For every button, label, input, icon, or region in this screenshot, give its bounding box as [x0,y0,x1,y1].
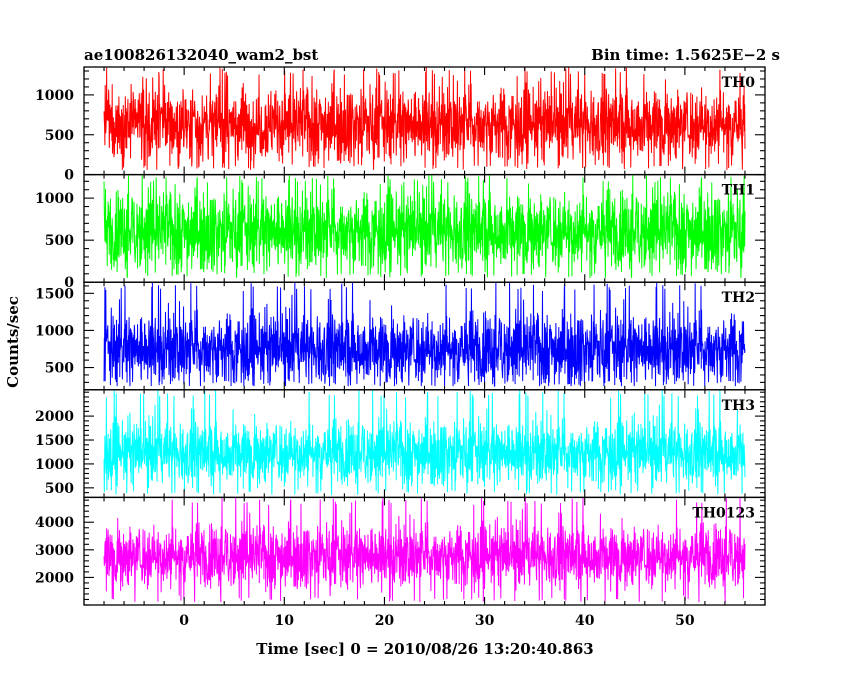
x-tick-label: 10 [275,613,295,629]
x-tick-label: 50 [675,613,695,629]
plot-title: ae100826132040_wam2_bst [84,46,318,64]
panel-th3-ytick-label: 1500 [35,433,74,449]
panel-th2-name: TH2 [722,290,755,306]
bin-time-label: Bin time: 1.5625E−2 s [591,46,780,64]
panel-th0-ytick-label: 0 [64,168,74,184]
panel-th1-ytick-label: 1000 [35,191,74,207]
series-th1-trace [103,174,746,279]
x-axis-label: Time [sec] 0 = 2010/08/26 13:20:40.863 [256,640,593,658]
series-th0123-trace [103,497,746,603]
panel-th3-ytick-label: 1000 [35,457,74,473]
panel-th1-name: TH1 [722,183,755,199]
y-axis-label: Counts/sec [4,296,22,388]
panel-th2-ytick-label: 500 [45,361,74,377]
panel-th0123-ytick-label: 3000 [35,543,74,559]
x-tick-label: 0 [179,613,189,629]
panel-th1-ytick-label: 0 [64,275,74,291]
panel-th0123-ytick-label: 2000 [35,570,74,586]
panel-th0-ytick-label: 500 [45,128,74,144]
series-th0-trace [103,67,746,170]
panel-th0-name: TH0 [722,75,756,91]
panel-th0-ytick-label: 1000 [35,88,74,104]
x-tick-label: 40 [575,613,595,629]
x-tick-label: 20 [375,613,395,629]
panel-th2-ytick-label: 1000 [35,323,74,339]
panel-th3-name: TH3 [722,398,755,414]
panel-th3-ytick-label: 500 [45,481,74,497]
series-th3-trace [103,389,746,495]
series-th2-trace [103,282,746,387]
panel-th0123-name: TH0123 [692,505,755,521]
panel-th2-ytick-label: 1500 [35,286,74,302]
panel-th1-ytick-label: 500 [45,233,74,249]
panel-th3-ytick-label: 2000 [35,409,74,425]
panel-th0123-ytick-label: 4000 [35,515,74,531]
x-tick-label: 30 [475,613,495,629]
panels-group: TH005001000TH105001000TH250010001500TH35… [35,66,766,629]
